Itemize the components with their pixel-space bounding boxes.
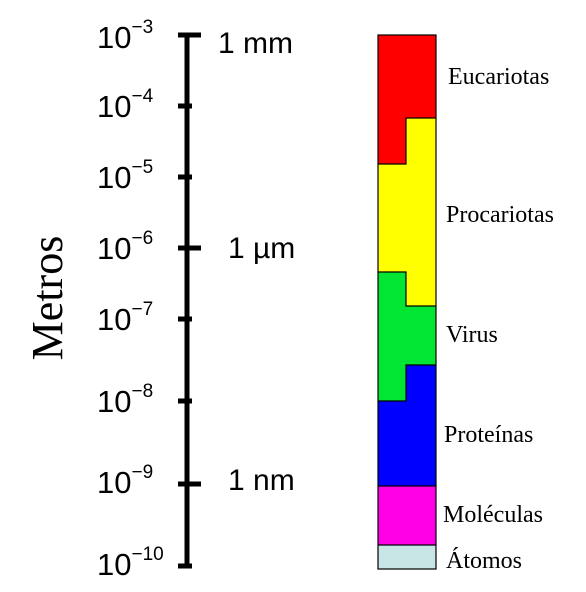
band-label-atomos: Átomos bbox=[446, 548, 522, 574]
band-proteinas bbox=[378, 365, 436, 486]
band-label-procariotas: Procariotas bbox=[446, 202, 554, 228]
band-procariotas bbox=[378, 118, 436, 306]
band-atomos bbox=[378, 545, 436, 569]
tick-label: 10−10 bbox=[97, 544, 164, 582]
axis-title: Metros bbox=[23, 236, 72, 361]
band-label-proteinas: Proteínas bbox=[444, 422, 533, 448]
band-label-virus: Virus bbox=[446, 322, 498, 348]
band-label-eucariotas: Eucariotas bbox=[448, 64, 549, 90]
reference-label-um: 1 µm bbox=[228, 232, 295, 265]
band-label-moleculas: Moléculas bbox=[443, 502, 543, 528]
tick-label: 10−9 bbox=[97, 462, 153, 500]
band-virus bbox=[378, 272, 436, 401]
reference-label-mm: 1 mm bbox=[218, 27, 293, 60]
tick-label: 10−7 bbox=[97, 299, 153, 337]
reference-labels: 1 mm 1 µm 1 nm bbox=[218, 27, 295, 497]
band-outlines bbox=[377, 34, 437, 570]
tick-label: 10−4 bbox=[97, 86, 154, 124]
tick-label: 10−8 bbox=[97, 381, 153, 419]
tick-label: 10−5 bbox=[97, 157, 153, 195]
tick-labels: 10−3 10−4 10−5 10−6 10−7 10−8 10−9 10−10 bbox=[97, 17, 164, 582]
size-bands bbox=[378, 35, 436, 569]
tick-label: 10−3 bbox=[97, 17, 153, 55]
band-moleculas bbox=[378, 486, 436, 545]
tick-label: 10−6 bbox=[97, 228, 153, 266]
band-labels: Eucariotas Procariotas Virus Proteínas M… bbox=[443, 64, 554, 574]
band-eucariotas bbox=[378, 35, 436, 164]
reference-label-nm: 1 nm bbox=[228, 464, 295, 497]
axis-ticks bbox=[178, 32, 201, 569]
